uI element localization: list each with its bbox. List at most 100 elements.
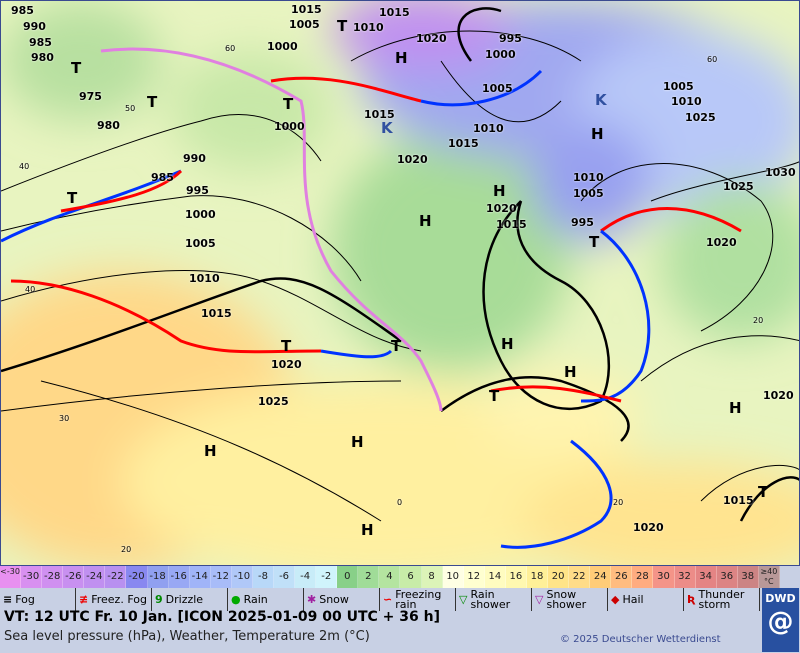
low-marker: T bbox=[281, 337, 292, 355]
legend-item: 9 Drizzle bbox=[152, 588, 228, 611]
isotherm-label: 30 bbox=[59, 414, 70, 423]
cold-marker: K bbox=[595, 91, 607, 109]
pressure-label: 985 bbox=[151, 171, 174, 184]
legend-item: ≡ Fog bbox=[0, 588, 76, 611]
pressure-label: 1025 bbox=[685, 111, 716, 124]
scale-cell: 32 bbox=[674, 566, 696, 588]
legend-label: Thunder storm bbox=[698, 588, 745, 611]
low-marker: T bbox=[337, 17, 348, 35]
legend-label: Drizzle bbox=[165, 592, 204, 606]
legend-label: Rain shower bbox=[470, 588, 511, 611]
pressure-label: 985 bbox=[11, 4, 34, 17]
hail-icon: ◆ bbox=[611, 592, 620, 606]
cold-marker: K bbox=[381, 119, 393, 137]
pressure-label: 995 bbox=[186, 184, 209, 197]
scale-cell: -10 bbox=[231, 566, 253, 588]
pressure-label: 1020 bbox=[633, 521, 664, 534]
high-marker: H bbox=[419, 212, 432, 230]
high-marker: H bbox=[564, 363, 577, 381]
pressure-label: 990 bbox=[183, 152, 206, 165]
pressure-label: 1000 bbox=[185, 208, 216, 221]
legend-item: ▽ Snow shower bbox=[532, 588, 608, 611]
temperature-color-scale: <-30 -30 -28 -26 -24 -22 -20 -18 -16 -14 -12 -10 -8-… bbox=[0, 566, 780, 588]
scale-cell: -12 bbox=[210, 566, 232, 588]
scale-cell: -16 bbox=[168, 566, 190, 588]
scale-cell: -24 bbox=[84, 566, 106, 588]
pressure-label: 1015 bbox=[201, 307, 232, 320]
low-marker: T bbox=[489, 387, 500, 405]
thunderstorm-icon: Ʀ bbox=[687, 592, 696, 606]
scale-cell: 20 bbox=[548, 566, 570, 588]
scale-cell: -26 bbox=[63, 566, 85, 588]
scale-cell: -28 bbox=[42, 566, 64, 588]
isotherm-label: 20 bbox=[121, 545, 132, 554]
legend-item: ◆ Hail bbox=[608, 588, 684, 611]
legend-item: ∽ Freezing rain bbox=[380, 588, 456, 611]
pressure-label: 995 bbox=[571, 216, 594, 229]
pressure-label: 1020 bbox=[416, 32, 447, 45]
pressure-label: 995 bbox=[499, 32, 522, 45]
scale-cell: 12 bbox=[463, 566, 485, 588]
scale-cell: 2 bbox=[358, 566, 380, 588]
pressure-label: 1015 bbox=[379, 6, 410, 19]
low-marker: T bbox=[758, 483, 769, 501]
high-marker: H bbox=[361, 521, 374, 539]
scale-cell: -14 bbox=[189, 566, 211, 588]
high-marker: H bbox=[351, 433, 364, 451]
cold-front bbox=[320, 349, 393, 359]
legend-item: Ʀ Thunder storm bbox=[684, 588, 760, 611]
scale-cell: -8 bbox=[252, 566, 275, 588]
pressure-label: 1005 bbox=[663, 80, 694, 93]
isotherm-label: 20 bbox=[613, 498, 624, 507]
isotherm-label: 60 bbox=[707, 55, 718, 64]
pressure-label: 1015 bbox=[291, 3, 322, 16]
legend-item: ✱ Snow bbox=[304, 588, 380, 611]
pressure-label: 1020 bbox=[397, 153, 428, 166]
drizzle-icon: 9 bbox=[155, 592, 163, 606]
swirl-icon: @ bbox=[767, 607, 794, 637]
isotherm-label: 0 bbox=[397, 498, 403, 507]
pressure-label: 1010 bbox=[473, 122, 504, 135]
pressure-label: 1025 bbox=[258, 395, 289, 408]
legend-item: ▽ Rain shower bbox=[456, 588, 532, 611]
scale-cell: 26 bbox=[611, 566, 633, 588]
snow-icon: ✱ bbox=[307, 592, 317, 606]
low-marker: T bbox=[391, 337, 402, 355]
freezing-fog-icon: ≢ bbox=[79, 592, 89, 606]
scale-cell: -18 bbox=[147, 566, 169, 588]
scale-cell: -22 bbox=[105, 566, 127, 588]
high-marker: H bbox=[204, 442, 217, 460]
pressure-label: 1025 bbox=[723, 180, 754, 193]
low-marker: T bbox=[283, 95, 294, 113]
isotherm-label: 40 bbox=[25, 285, 36, 294]
pressure-label: 1015 bbox=[448, 137, 479, 150]
fronts bbox=[1, 47, 742, 549]
pressure-label: 1010 bbox=[573, 171, 604, 184]
scale-cell: 18 bbox=[526, 566, 549, 588]
scale-cell: -4 bbox=[295, 566, 317, 588]
scale-cell: 22 bbox=[569, 566, 591, 588]
scale-cell: 34 bbox=[695, 566, 717, 588]
scale-cell: 8 bbox=[421, 566, 443, 588]
high-marker: H bbox=[501, 335, 514, 353]
high-marker: H bbox=[591, 125, 604, 143]
scale-cell: -30 bbox=[21, 566, 43, 588]
rain-icon: ● bbox=[231, 592, 241, 606]
dwd-logo: DWD @ bbox=[762, 588, 799, 652]
scale-cell: 16 bbox=[505, 566, 527, 588]
pressure-label: 1010 bbox=[671, 95, 702, 108]
pressure-label: 980 bbox=[97, 119, 120, 132]
scale-cell: 38 bbox=[737, 566, 759, 588]
scale-cell: 14 bbox=[484, 566, 506, 588]
fog-icon: ≡ bbox=[3, 592, 13, 606]
pressure-label: 985 bbox=[29, 36, 52, 49]
pressure-label: 980 bbox=[31, 51, 54, 64]
copyright: © 2025 Deutscher Wetterdienst bbox=[560, 634, 721, 645]
legend-item: ● Rain bbox=[228, 588, 304, 611]
isotherm-label: 20 bbox=[753, 316, 764, 325]
pressure-label: 1005 bbox=[289, 18, 320, 31]
pressure-label: 1015 bbox=[364, 108, 395, 121]
low-marker: T bbox=[589, 233, 600, 251]
warm-front bbox=[10, 279, 322, 354]
scale-cell: -2 bbox=[316, 566, 338, 588]
